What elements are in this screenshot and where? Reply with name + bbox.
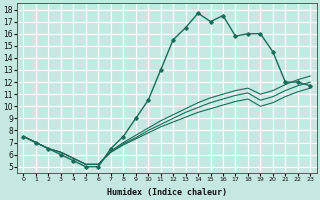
X-axis label: Humidex (Indice chaleur): Humidex (Indice chaleur) xyxy=(107,188,227,197)
